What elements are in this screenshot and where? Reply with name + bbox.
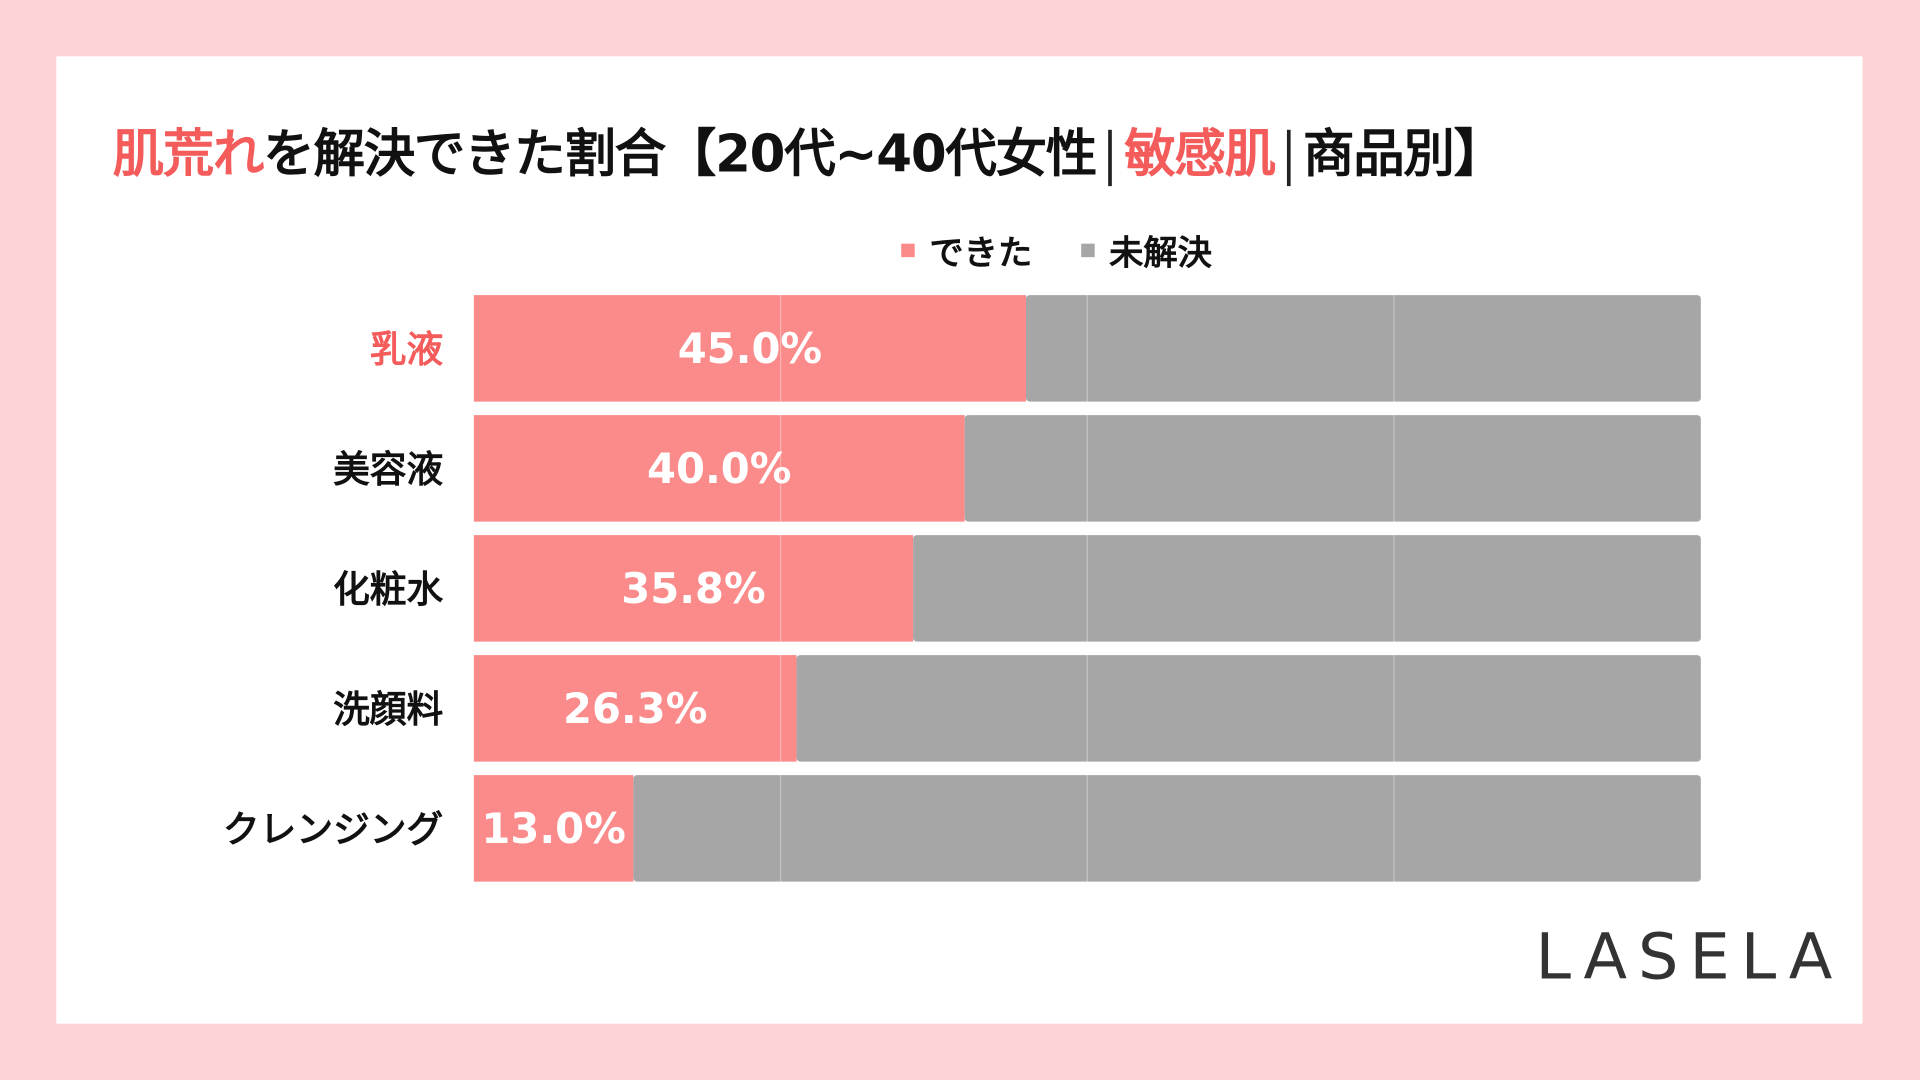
legend-item-unresolved: 未解決 — [1080, 226, 1212, 275]
data-label: 45.0% — [678, 324, 822, 373]
bar-unresolved — [796, 655, 1701, 762]
legend-item-resolved: できた — [901, 226, 1032, 275]
category-label: 美容液 — [333, 448, 443, 491]
lasela-logo: LASELA — [1535, 920, 1844, 995]
title-highlight-2: 敏感肌 — [1124, 123, 1276, 184]
data-label: 13.0% — [481, 804, 625, 853]
title-separator — [1108, 129, 1112, 186]
bar-unresolved — [633, 775, 1701, 882]
category-label: 洗顔料 — [333, 688, 443, 731]
data-label: 40.0% — [647, 444, 791, 493]
title-highlight: 肌荒れ — [112, 123, 265, 184]
legend-label: 未解決 — [1109, 232, 1212, 273]
bar-unresolved — [913, 535, 1701, 642]
legend: できた 未解決 — [901, 225, 1248, 275]
category-label: 乳液 — [370, 328, 444, 371]
data-label: 35.8% — [621, 564, 765, 613]
bar-resolved — [473, 535, 914, 642]
title-text: を解決できた割合【20代~40代女性 — [263, 123, 1097, 184]
title-text-2: 商品別】 — [1303, 123, 1505, 184]
bar-resolved — [473, 655, 797, 762]
legend-swatch — [901, 243, 915, 258]
legend-swatch — [1080, 243, 1095, 258]
legend-label: できた — [929, 232, 1033, 273]
category-label: 化粧水 — [333, 568, 443, 611]
title-separator-2 — [1287, 129, 1291, 186]
bar-resolved — [473, 775, 634, 882]
chart-title: 肌荒れを解決できた割合【20代~40代女性 敏感肌 商品別】 — [112, 113, 1505, 188]
bar-unresolved — [1026, 295, 1701, 402]
data-label: 26.3% — [563, 684, 707, 733]
bar-unresolved — [964, 415, 1701, 522]
category-label: クレンジング — [223, 808, 443, 851]
bar-resolved — [473, 415, 965, 522]
bar-resolved — [473, 295, 1027, 402]
